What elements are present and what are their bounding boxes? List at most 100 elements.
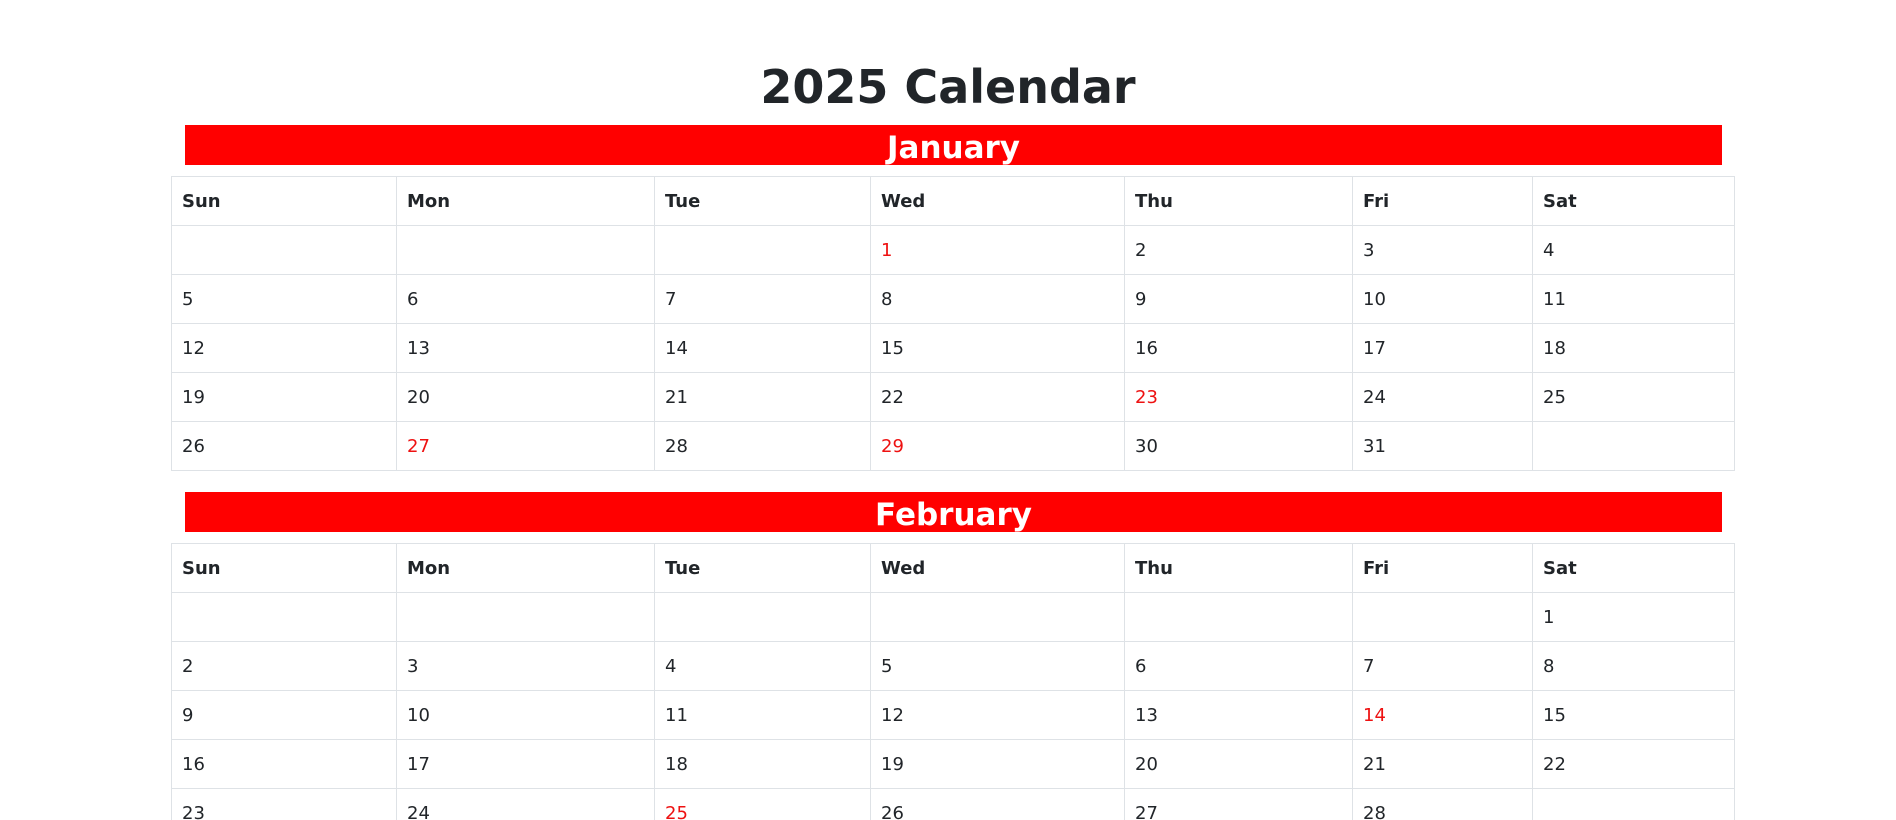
day-cell: 13 — [1124, 690, 1353, 740]
day-cell: 15 — [870, 323, 1125, 373]
day-cell: 12 — [870, 690, 1125, 740]
day-cell: 9 — [1124, 274, 1353, 324]
week-rows: 1 2 3 4 5 6 7 8 9 10 11 12 13 14 15 16 17 18 19 20 21 22 23 24 2… — [171, 225, 1735, 471]
day-cell: 25 — [654, 788, 871, 820]
day-cell: 4 — [1532, 225, 1735, 275]
empty-day-cell — [171, 225, 397, 275]
day-cell: 14 — [654, 323, 871, 373]
empty-day-cell — [654, 225, 871, 275]
day-cell: 7 — [1352, 641, 1533, 691]
day-cell: 11 — [654, 690, 871, 740]
week-row: 12 13 14 15 16 17 18 — [171, 323, 1735, 373]
day-cell: 26 — [171, 421, 397, 471]
weekday-header: Tue — [654, 543, 871, 593]
day-cell: 6 — [1124, 641, 1353, 691]
day-cell: 9 — [171, 690, 397, 740]
month-header: January — [185, 125, 1722, 165]
weekday-header-row: Sun Mon Tue Wed Thu Fri Sat — [171, 543, 1735, 593]
day-cell: 1 — [870, 225, 1125, 275]
month-grid: Sun Mon Tue Wed Thu Fri Sat 1 2 3 4 5 6 7 8 9 10 1… — [171, 543, 1735, 820]
day-cell: 19 — [870, 739, 1125, 789]
week-row: 26 27 28 29 30 31 — [171, 421, 1735, 471]
day-cell: 6 — [396, 274, 655, 324]
day-cell: 2 — [171, 641, 397, 691]
day-cell: 16 — [1124, 323, 1353, 373]
day-cell: 24 — [396, 788, 655, 820]
weekday-header: Tue — [654, 176, 871, 226]
week-rows: 1 2 3 4 5 6 7 8 9 10 11 12 13 14 15 16 17 18 19 20 21 22 23 24 2… — [171, 592, 1735, 820]
empty-day-cell — [870, 592, 1125, 642]
empty-day-cell — [1532, 421, 1735, 471]
day-cell: 21 — [654, 372, 871, 422]
day-cell: 3 — [1352, 225, 1533, 275]
day-cell: 28 — [1352, 788, 1533, 820]
weekday-header: Wed — [870, 543, 1125, 593]
day-cell: 23 — [171, 788, 397, 820]
week-row: 23 24 25 26 27 28 — [171, 788, 1735, 820]
month-grid: Sun Mon Tue Wed Thu Fri Sat 1 2 3 4 5 6 7 8 9 10 1… — [171, 176, 1735, 471]
day-cell: 1 — [1532, 592, 1735, 642]
day-cell: 20 — [396, 372, 655, 422]
day-cell: 18 — [654, 739, 871, 789]
weekday-header: Sat — [1532, 176, 1735, 226]
day-cell: 24 — [1352, 372, 1533, 422]
weekday-header: Mon — [396, 543, 655, 593]
empty-day-cell — [1352, 592, 1533, 642]
weekday-header: Thu — [1124, 176, 1353, 226]
week-row: 5 6 7 8 9 10 11 — [171, 274, 1735, 324]
empty-day-cell — [654, 592, 871, 642]
week-row: 1 — [171, 592, 1735, 642]
day-cell: 13 — [396, 323, 655, 373]
day-cell: 22 — [1532, 739, 1735, 789]
weekday-header: Wed — [870, 176, 1125, 226]
day-cell: 26 — [870, 788, 1125, 820]
weekday-header: Fri — [1352, 543, 1533, 593]
day-cell: 27 — [396, 421, 655, 471]
day-cell: 31 — [1352, 421, 1533, 471]
day-cell: 17 — [1352, 323, 1533, 373]
day-cell: 2 — [1124, 225, 1353, 275]
weekday-header: Mon — [396, 176, 655, 226]
day-cell: 7 — [654, 274, 871, 324]
empty-day-cell — [396, 592, 655, 642]
weekday-header: Sun — [171, 176, 397, 226]
day-cell: 11 — [1532, 274, 1735, 324]
week-row: 16 17 18 19 20 21 22 — [171, 739, 1735, 789]
day-cell: 20 — [1124, 739, 1353, 789]
day-cell: 8 — [870, 274, 1125, 324]
day-cell: 10 — [396, 690, 655, 740]
month-header: February — [185, 492, 1722, 532]
empty-day-cell — [1532, 788, 1735, 820]
day-cell: 5 — [870, 641, 1125, 691]
day-cell: 15 — [1532, 690, 1735, 740]
day-cell: 16 — [171, 739, 397, 789]
day-cell: 10 — [1352, 274, 1533, 324]
empty-day-cell — [171, 592, 397, 642]
empty-day-cell — [1124, 592, 1353, 642]
weekday-header: Fri — [1352, 176, 1533, 226]
week-row: 19 20 21 22 23 24 25 — [171, 372, 1735, 422]
weekday-header: Thu — [1124, 543, 1353, 593]
day-cell: 27 — [1124, 788, 1353, 820]
week-row: 9 10 11 12 13 14 15 — [171, 690, 1735, 740]
day-cell: 17 — [396, 739, 655, 789]
weekday-header: Sun — [171, 543, 397, 593]
day-cell: 30 — [1124, 421, 1353, 471]
day-cell: 22 — [870, 372, 1125, 422]
day-cell: 21 — [1352, 739, 1533, 789]
weekday-header: Sat — [1532, 543, 1735, 593]
day-cell: 28 — [654, 421, 871, 471]
day-cell: 3 — [396, 641, 655, 691]
day-cell: 14 — [1352, 690, 1533, 740]
day-cell: 5 — [171, 274, 397, 324]
weekday-header-row: Sun Mon Tue Wed Thu Fri Sat — [171, 176, 1735, 226]
day-cell: 8 — [1532, 641, 1735, 691]
empty-day-cell — [396, 225, 655, 275]
day-cell: 19 — [171, 372, 397, 422]
day-cell: 29 — [870, 421, 1125, 471]
day-cell: 18 — [1532, 323, 1735, 373]
